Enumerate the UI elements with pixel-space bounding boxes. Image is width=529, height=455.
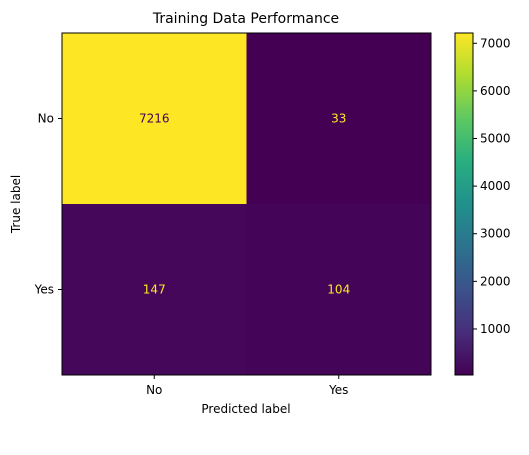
- chart-title: Training Data Performance: [152, 11, 339, 27]
- colorbar-tick-label: 7000: [480, 36, 511, 50]
- matrix-cell: [62, 204, 247, 375]
- matrix-cell: [62, 33, 247, 204]
- matrix-cells: [62, 33, 431, 375]
- matrix-cell-value: 147: [143, 283, 166, 297]
- colorbar-tick-label: 2000: [480, 274, 511, 288]
- colorbar-tick-label: 6000: [480, 84, 511, 98]
- colorbar-tick-label: 5000: [480, 132, 511, 146]
- colorbar-tick-label: 1000: [480, 322, 511, 336]
- colorbar-ticks: 1000 2000 3000 4000 5000 6000 7000: [473, 36, 511, 336]
- matrix-cell-value: 7216: [139, 112, 170, 126]
- x-tick-label: Yes: [328, 383, 348, 397]
- x-axis-label: Predicted label: [201, 402, 290, 416]
- y-tick-label: Yes: [34, 283, 54, 297]
- y-tick-label: No: [38, 112, 54, 126]
- x-tick-label: No: [146, 383, 162, 397]
- matrix-cell: [246, 33, 431, 204]
- colorbar-frame: [454, 32, 474, 376]
- plot-frame: [61, 32, 432, 376]
- matrix-cell-value: 33: [331, 112, 346, 126]
- matrix-cell-value: 104: [327, 283, 350, 297]
- colorbar-tick-label: 3000: [480, 227, 511, 241]
- colorbar: [455, 33, 473, 375]
- x-axis-ticks: No Yes: [146, 375, 348, 397]
- matrix-cell-labels: 7216 33 147 104: [139, 112, 350, 297]
- colorbar-tick-label: 4000: [480, 179, 511, 193]
- matrix-cell: [246, 204, 431, 375]
- y-axis-label: True label: [9, 175, 23, 234]
- y-axis-ticks: No Yes: [34, 112, 62, 297]
